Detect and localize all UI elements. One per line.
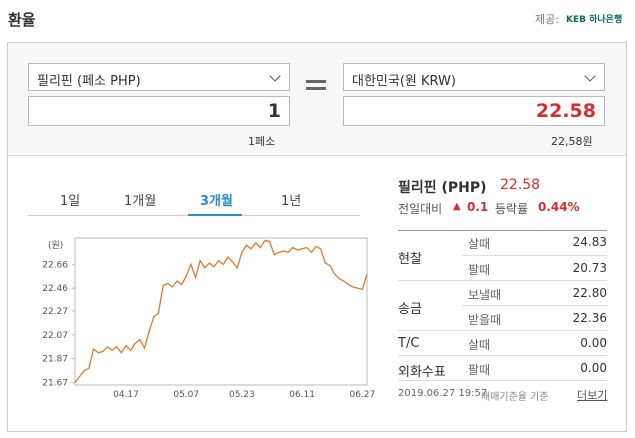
x-tick-label: 06.27 — [349, 390, 375, 400]
group: 외화수표 — [398, 365, 446, 380]
row-value: 22.80 — [572, 286, 607, 300]
tab[interactable]: 1일 — [60, 194, 81, 209]
y-tick-label: 22.07 — [42, 331, 68, 341]
from-note: 1페소 — [248, 135, 276, 148]
table-row: 받을때 22.36 — [462, 305, 607, 331]
y-tick-label: 21.67 — [42, 379, 68, 389]
group: 송금 — [398, 302, 422, 317]
row-label: 살때 — [468, 237, 491, 251]
row-label: 보낼때 — [468, 288, 502, 302]
group: T/C — [398, 336, 420, 351]
provider: KEB 하나은행 — [566, 15, 623, 25]
ratio: 0.44% — [538, 200, 580, 214]
ratio-label: 등락률 — [495, 202, 529, 216]
table-line — [398, 355, 462, 356]
change: 0.1 — [467, 200, 489, 214]
x-tick-label: 04.17 — [113, 390, 139, 400]
row-value: 0.00 — [580, 361, 607, 375]
tab[interactable]: 1년 — [281, 194, 302, 209]
footer-date: 2019.06.27 19:57 — [398, 388, 488, 399]
table-line — [398, 280, 462, 281]
title: 환율 — [8, 11, 36, 29]
row-value: 24.83 — [572, 235, 607, 249]
equals-icon — [306, 80, 326, 83]
summary-name: 필리핀 (PHP) — [398, 180, 487, 196]
tab[interactable]: 1개월 — [124, 194, 157, 209]
y-tick-label: 22.46 — [42, 284, 68, 294]
summary-rate: 22.58 — [500, 177, 541, 193]
plot-area — [74, 237, 368, 386]
y-tick-label: 22.66 — [42, 260, 68, 270]
row-label: 받을때 — [468, 313, 502, 327]
from-amount: 1 — [267, 100, 281, 122]
table-line — [398, 330, 462, 331]
from-currency: 필리핀 (페소 PHP) — [37, 74, 141, 89]
more-link[interactable]: 더보기 — [577, 389, 608, 402]
table-row: 살때 24.83 — [462, 230, 607, 255]
table-row: 살때 0.00 — [462, 330, 607, 356]
table-row: 보낼때 22.80 — [462, 280, 607, 306]
change-arrow: ▲ — [453, 201, 461, 212]
row-label: 살때 — [468, 338, 491, 352]
provider-label: 제공: — [535, 13, 559, 26]
table-top — [398, 230, 607, 231]
to-select[interactable]: 대한민국(원 KRW) — [343, 63, 605, 91]
y-axis-label: (원) — [48, 240, 63, 251]
x-tick-label: 06.11 — [289, 390, 315, 400]
row-label: 팔때 — [468, 263, 491, 277]
rate-line — [74, 239, 368, 383]
x-tick-label: 05.07 — [173, 390, 199, 400]
y-tick-label: 21.87 — [42, 355, 68, 365]
to-input[interactable]: 22.58 — [343, 96, 605, 126]
table-row: 팔때 20.73 — [462, 255, 607, 281]
to-currency: 대한민국(원 KRW) — [352, 74, 456, 89]
change-label: 전일대비 — [398, 202, 443, 216]
to-amount: 22.58 — [535, 100, 596, 122]
row-value: 20.73 — [572, 261, 607, 275]
from-input[interactable]: 1 — [28, 96, 290, 126]
row-value: 22.36 — [572, 311, 607, 325]
table-bottom — [398, 380, 607, 381]
row-value: 0.00 — [580, 336, 607, 350]
to-note: 22,58원 — [551, 135, 593, 148]
table-row: 팔때 0.00 — [462, 355, 607, 381]
y-tick-label: 22.27 — [42, 307, 68, 317]
panel — [7, 42, 627, 432]
tab-active[interactable]: 3개월 — [200, 194, 233, 209]
tab-underline — [188, 214, 242, 216]
x-tick-label: 05.23 — [229, 390, 255, 400]
footer-basis: 매매기준율 기준 — [481, 392, 549, 403]
from-select[interactable]: 필리핀 (페소 PHP) — [28, 63, 290, 91]
group: 현찰 — [398, 252, 422, 267]
row-label: 팔때 — [468, 363, 491, 377]
